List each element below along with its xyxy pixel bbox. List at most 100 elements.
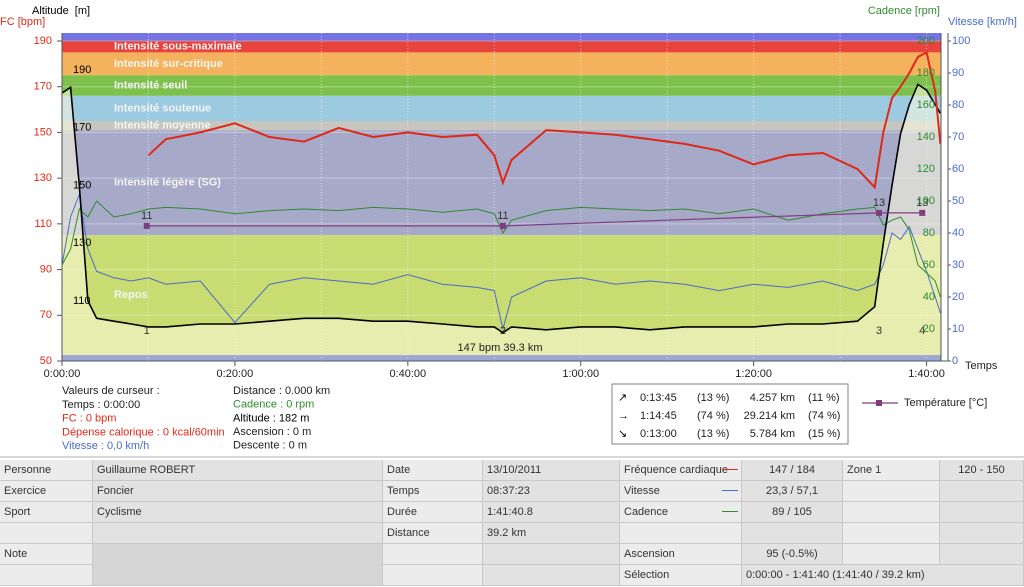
y-tick-label: 150 <box>73 179 91 191</box>
stat-value: 0:13:45 <box>640 392 677 404</box>
y-tick-label: 100 <box>917 195 935 207</box>
arrow-flat: → <box>618 410 629 422</box>
temperature-point <box>143 222 150 229</box>
y-tick-label: 170 <box>34 81 52 93</box>
y-tick-label: 170 <box>73 122 91 134</box>
zone-band <box>62 130 941 236</box>
table-cell <box>0 565 93 586</box>
y-tick-label: 190 <box>73 64 91 76</box>
zone-label: Intensité sous-maximale <box>114 41 242 53</box>
table-text: Distance <box>383 523 483 544</box>
stat-value: 5.784 km <box>750 428 795 440</box>
cursor-value: Altitude : 182 m <box>233 412 309 424</box>
y-tick-label: 200 <box>917 35 935 47</box>
stat-value: (74 %) <box>697 410 729 422</box>
table-cell <box>383 544 483 565</box>
temperature-label: 11 <box>497 210 508 222</box>
lap-label: 3 <box>876 325 882 337</box>
cursor-value: FC : 0 bpm <box>62 413 116 425</box>
y-tick-label: 110 <box>34 218 52 230</box>
annotation: 147 bpm 39.3 km <box>458 342 543 354</box>
table-text: 08:37:23 <box>483 481 620 502</box>
table-cell <box>843 481 940 502</box>
y-tick-label: 80 <box>923 227 935 239</box>
zone-band <box>62 121 941 131</box>
x-tick-label: 1:40:00 <box>908 368 945 380</box>
table-cell <box>940 544 1024 565</box>
stat-value: (11 %) <box>808 392 840 404</box>
stat-value: (13 %) <box>697 392 729 404</box>
y-tick-label: 100 <box>952 35 970 47</box>
table-cell <box>483 565 620 586</box>
table-text: Sport <box>0 502 93 523</box>
table-text: 13/10/2011 <box>483 460 620 481</box>
cursor-value: Temps : 0:00:00 <box>62 399 140 411</box>
table-cell <box>843 544 940 565</box>
table-text: Cyclisme <box>93 502 383 523</box>
x-tick-label: 1:00:00 <box>562 368 599 380</box>
table-cell <box>0 523 93 544</box>
y-tick-label: 140 <box>917 131 935 143</box>
table-text: 39.2 km <box>483 523 620 544</box>
y-tick-label: 130 <box>34 172 52 184</box>
table-text: Foncier <box>93 481 383 502</box>
axis-label: Cadence [rpm] <box>868 5 940 17</box>
cadence-line <box>61 200 941 298</box>
zone-label: Intensité soutenue <box>114 102 211 114</box>
table-text: Zone 1 <box>843 460 940 481</box>
cursor-value: Distance : 0.000 km <box>233 385 330 397</box>
lap-label: 1 <box>144 325 150 337</box>
stat-value: (15 %) <box>808 428 840 440</box>
zone-band <box>62 41 941 53</box>
temperature-label: 13 <box>873 197 885 209</box>
stat-value: (13 %) <box>697 428 729 440</box>
zone-band <box>62 75 941 96</box>
temperature-point <box>876 209 883 216</box>
zone-label: Repos <box>114 289 148 301</box>
y-tick-label: 50 <box>952 195 964 207</box>
temperature-line <box>146 212 923 227</box>
y-tick-label: 60 <box>923 259 935 271</box>
table-text: Temps <box>383 481 483 502</box>
table-cell <box>843 523 940 544</box>
table-text: Vitesse <box>620 481 742 502</box>
table-cell <box>93 523 383 544</box>
y-tick-label: 40 <box>952 227 964 239</box>
arrow-down: ↘ <box>618 428 627 440</box>
axis-label: Vitesse [km/h] <box>948 16 1017 28</box>
cursor-value: Ascension : 0 m <box>233 426 311 438</box>
stat-value: (74 %) <box>808 410 840 422</box>
table-text: 89 / 105 <box>742 502 843 523</box>
y-tick-label: 20 <box>952 291 964 303</box>
table-text: Personne <box>0 460 93 481</box>
zone-label: Intensité légère (SG) <box>114 177 221 189</box>
y-tick-label: 90 <box>952 67 964 79</box>
cursor-value: Descente : 0 m <box>233 440 307 452</box>
axis-label: Altitude [m] <box>32 5 90 17</box>
legend-swatch <box>722 511 738 512</box>
altitude-line <box>61 83 942 334</box>
stats-box <box>611 383 849 445</box>
fc-line <box>147 50 942 190</box>
temperature-label: 11 <box>141 210 152 222</box>
cursor-title: Valeurs de curseur : <box>62 385 160 397</box>
y-tick-label: 40 <box>923 291 935 303</box>
zone-band <box>62 33 941 41</box>
zone-label: Intensité sur-critique <box>114 58 223 70</box>
table-cell <box>742 523 843 544</box>
table-text: Date <box>383 460 483 481</box>
temperature-point <box>499 222 506 229</box>
table-text: Fréquence cardiaque <box>620 460 742 481</box>
x-tick-label: 1:20:00 <box>735 368 772 380</box>
table-cell <box>383 565 483 586</box>
table-text: 147 / 184 <box>742 460 843 481</box>
table-cell <box>940 481 1024 502</box>
zone-label: Intensité moyenne <box>114 119 211 131</box>
lap-label: 4 <box>919 325 925 337</box>
zone-band <box>62 95 941 121</box>
y-tick-label: 150 <box>34 126 52 138</box>
stat-value: 29.214 km <box>744 410 795 422</box>
y-tick-label: 10 <box>952 323 964 335</box>
table-cell <box>483 544 620 565</box>
